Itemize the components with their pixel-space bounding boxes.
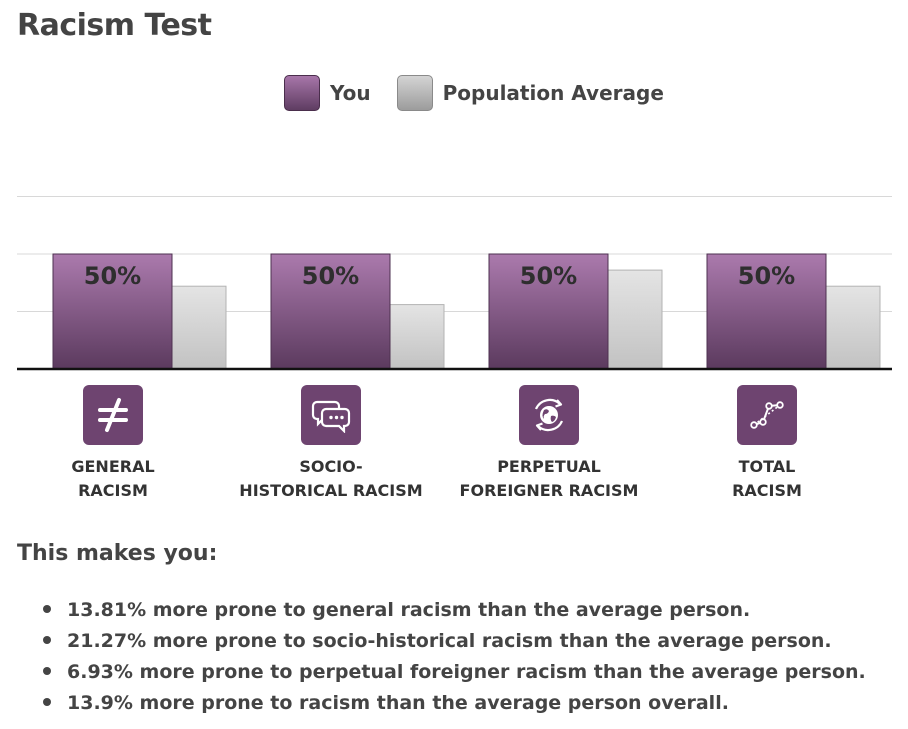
data-label-you: 50%	[520, 262, 577, 290]
data-label-you: 50%	[738, 262, 795, 290]
legend-swatch-population-average	[396, 75, 433, 111]
category-label-general-racism: GENERAL RACISM	[71, 457, 155, 500]
page-title: Racism Test	[17, 8, 212, 43]
category-label-socio-historical-racism: SOCIO- HISTORICAL RACISM	[239, 457, 423, 500]
bar-you	[488, 253, 609, 370]
bar-population-average	[171, 285, 227, 370]
category-label-perpetual-foreigner-racism: PERPETUAL FOREIGNER RACISM	[459, 457, 639, 500]
bar-population-average	[389, 304, 445, 370]
globe-refresh-icon	[519, 385, 579, 445]
bullet-dot	[43, 635, 51, 644]
data-label-you: 50%	[84, 262, 141, 290]
summary-item: 13.9% more prone to racism than the aver…	[43, 688, 866, 719]
legend-swatch-you	[284, 75, 320, 111]
bar-you	[270, 253, 391, 370]
bar-population-average	[825, 285, 881, 370]
bar-population-average	[607, 269, 663, 370]
category-general-racism: GENERAL RACISM	[3, 385, 223, 503]
not-equal-icon	[83, 385, 143, 445]
summary-heading: This makes you:	[17, 541, 218, 566]
data-label-you: 50%	[302, 262, 359, 290]
category-perpetual-foreigner-racism: PERPETUAL FOREIGNER RACISM	[439, 385, 659, 503]
summary-item-text: 13.9% more prone to racism than the aver…	[67, 692, 729, 714]
legend-label-population-average: Population Average	[442, 81, 664, 105]
summary-item: 6.93% more prone to perpetual foreigner …	[43, 657, 866, 688]
summary-item-text: 21.27% more prone to socio-historical ra…	[67, 630, 832, 652]
bullet-dot	[43, 697, 51, 706]
summary-item: 21.27% more prone to socio-historical ra…	[43, 626, 866, 657]
bullet-dot	[43, 604, 51, 613]
summary-item-text: 6.93% more prone to perpetual foreigner …	[67, 661, 866, 683]
legend-label-you: You	[330, 81, 371, 105]
speech-bubbles-icon	[301, 385, 361, 445]
bar-you	[706, 253, 827, 370]
legend-item-you: You	[284, 75, 371, 111]
category-socio-historical-racism: SOCIO- HISTORICAL RACISM	[221, 385, 441, 503]
bar-chart: 50% 50% 50% 50%	[17, 196, 892, 371]
summary-list: 13.81% more prone to general racism than…	[43, 595, 866, 719]
category-label-total-racism: TOTAL RACISM	[732, 457, 802, 500]
bullet-dot	[43, 666, 51, 675]
summary-item-text: 13.81% more prone to general racism than…	[67, 599, 751, 621]
connected-dots-icon	[737, 385, 797, 445]
summary-item: 13.81% more prone to general racism than…	[43, 595, 866, 626]
legend-item-population-average: Population Average	[396, 75, 664, 111]
bar-you	[52, 253, 173, 370]
category-total-racism: TOTAL RACISM	[657, 385, 877, 503]
chart-legend: You Population Average	[284, 74, 690, 112]
